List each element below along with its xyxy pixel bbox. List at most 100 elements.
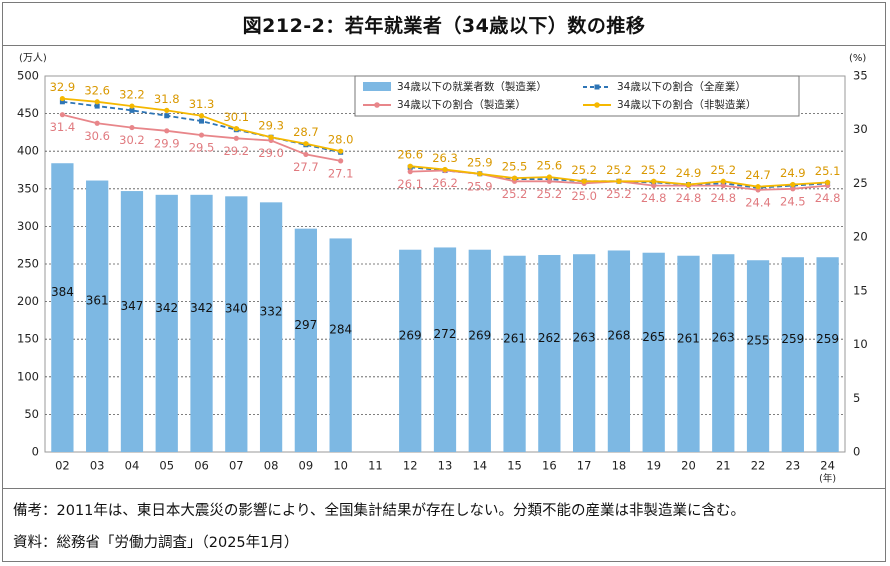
mfg-value-label: 25.9 [467,179,493,193]
bar [86,180,109,452]
legend-swatch-bars [363,82,391,91]
bar [51,163,74,452]
nonmfg-value-label: 25.2 [641,163,667,177]
series-point [616,178,622,184]
series-point [407,169,413,175]
series-point [477,171,483,177]
x-tick-label: 20 [681,459,696,473]
mfg-value-label: 25.2 [502,187,528,201]
series-point [442,166,448,173]
series-point [825,179,831,185]
y-left-tick-label: 200 [17,294,39,308]
bar [607,250,631,452]
x-tick-label: 02 [55,459,70,473]
series-point [198,132,205,138]
series-point [198,113,205,119]
series-point [407,163,413,169]
combo-chart: 0501001502002503003504004505000510152025… [17,52,868,485]
y-left-tick-label: 150 [17,332,39,346]
bar-value-label: 340 [225,302,248,316]
bar [433,247,457,452]
x-tick-label: 21 [716,459,731,473]
series-point [233,126,239,132]
y-right-tick-label: 25 [853,176,868,190]
bar-value-label: 361 [86,294,109,308]
y-right-unit: (%) [849,53,866,64]
bar [468,249,491,452]
y-right-tick-label: 30 [853,122,868,136]
nonmfg-value-label: 25.5 [502,160,528,174]
nonmfg-value-label: 31.8 [154,92,180,106]
mfg-value-label: 24.8 [676,191,702,205]
x-tick-label: 19 [646,459,661,473]
nonmfg-value-label: 30.1 [223,110,249,124]
series-point [303,141,309,147]
x-tick-label: 24 [820,459,835,473]
nonmfg-value-label: 25.2 [606,163,632,177]
series-point [511,175,518,181]
bar-value-label: 261 [503,331,526,345]
bar-value-label: 261 [677,331,700,345]
y-left-tick-label: 500 [17,69,39,83]
remark-note: 備考：2011年は、東日本大震災の影響により、全国集計結果が存在しない。分類不能… [13,503,746,519]
y-right-tick-label: 20 [853,230,868,244]
bar-value-label: 342 [190,301,213,315]
series-point [233,135,239,141]
mfg-value-label: 27.1 [328,166,354,180]
bar-value-label: 284 [329,323,352,337]
x-tick-label: 14 [472,459,487,473]
legend-marker [374,102,380,108]
y-right-tick-label: 5 [853,391,860,405]
nonmfg-value-label: 28.7 [293,125,319,139]
nonmfg-value-label: 25.2 [710,163,736,177]
bar [746,260,770,452]
x-tick-label: 04 [125,459,140,473]
x-tick-label: 05 [159,459,174,473]
mfg-value-label: 25.2 [606,187,632,201]
mfg-value-label: 24.8 [710,191,736,205]
mfg-value-label: 29.2 [223,144,249,158]
notes-section: 備考：2011年は、東日本大震災の影響により、全国集計結果が存在しない。分類不能… [3,488,885,563]
series-point [790,181,796,188]
bar [329,238,352,452]
bar-value-label: 265 [642,330,665,344]
bar-value-label: 384 [51,285,74,299]
nonmfg-value-label: 25.2 [571,163,597,177]
y-right-tick-label: 0 [853,445,860,459]
nonmfg-value-label: 32.2 [119,88,145,102]
series-point [94,99,100,105]
bar-value-label: 332 [260,305,283,319]
series-point [129,124,135,131]
x-tick-label: 08 [264,459,279,473]
y-left-unit: (万人) [19,52,47,64]
nonmfg-value-label: 26.6 [397,148,423,162]
x-tick-label: 12 [403,459,418,473]
legend-label: 34歳以下の就業者数（製造業） [397,80,547,93]
mfg-value-label: 30.2 [119,133,145,147]
bar [120,191,144,452]
legend-label: 34歳以下の割合（非製造業） [617,98,756,111]
bar-value-label: 342 [155,301,178,315]
series-point [685,181,692,188]
nonmfg-value-label: 29.3 [258,119,284,133]
nonmfg-value-label: 32.6 [84,83,110,97]
bar [399,249,422,452]
bar [573,254,596,452]
bar-value-label: 297 [294,318,317,332]
mfg-value-label: 29.0 [258,146,284,160]
y-left-tick-label: 250 [17,257,39,271]
bar [642,252,665,452]
bar-value-label: 347 [121,299,144,313]
bar [294,228,317,452]
y-left-tick-label: 300 [17,219,39,233]
x-tick-label: 10 [333,459,348,473]
bar [816,257,839,452]
series-point [164,107,170,113]
x-tick-label: 17 [577,459,592,473]
bar-value-label: 272 [434,327,457,341]
bar [190,194,213,453]
x-tick-label: 23 [786,459,801,473]
mfg-value-label: 24.8 [815,191,841,205]
x-tick-label: 15 [507,459,522,473]
